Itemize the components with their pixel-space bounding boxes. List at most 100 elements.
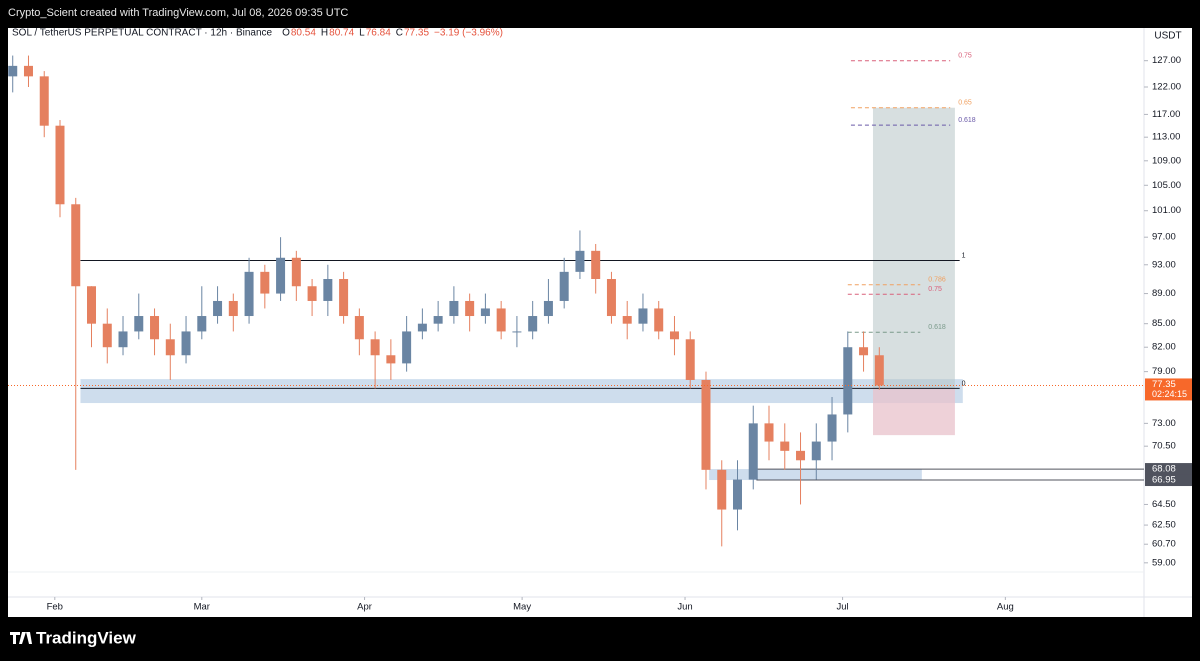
candle-body — [796, 450, 806, 461]
candle-body — [339, 279, 349, 317]
y-tick-label: 101.00 — [1152, 205, 1181, 216]
candle-body — [307, 286, 317, 301]
candle-body — [228, 300, 238, 317]
level-label: 0 — [962, 380, 966, 387]
countdown: 02:24:15 — [1152, 389, 1187, 399]
legend-value: 80.54 — [291, 28, 316, 39]
y-tick-label: 79.00 — [1152, 366, 1176, 377]
candle-body — [843, 347, 853, 415]
candle-body — [559, 271, 569, 301]
fib-label: 0.75 — [958, 53, 972, 60]
last-price-box — [1145, 378, 1192, 401]
position-target — [872, 107, 955, 389]
legend-key: O — [282, 28, 290, 39]
candle-body — [402, 331, 412, 364]
zone — [709, 469, 922, 481]
y-tick-label: 97.00 — [1152, 232, 1176, 243]
candle-body — [323, 279, 333, 301]
currency: USDT — [1154, 31, 1181, 42]
candle-body — [465, 300, 475, 317]
y-tick-label: 89.00 — [1152, 288, 1176, 299]
candle-body — [370, 339, 380, 356]
candle-body — [291, 257, 301, 287]
x-tick-label: Aug — [997, 602, 1014, 613]
y-tick-label: 127.00 — [1152, 55, 1181, 66]
fib-label: 0.786 — [928, 277, 946, 284]
legend-change: −3.19 (−3.96%) — [434, 28, 503, 39]
candle-body — [354, 316, 364, 340]
legend-key: C — [396, 28, 403, 39]
y-tick-label: 117.00 — [1152, 109, 1180, 120]
candle-body — [701, 379, 711, 470]
candle-body — [449, 300, 459, 317]
level-label: 1 — [962, 252, 966, 259]
y-tick-label: 73.00 — [1152, 418, 1176, 429]
legend-key: L — [359, 28, 365, 39]
candle-body — [748, 423, 758, 480]
candle-body — [213, 300, 223, 317]
candle-body — [197, 316, 207, 332]
x-tick-label: Jul — [837, 602, 849, 613]
candle-body — [622, 316, 632, 324]
candle-body — [827, 414, 837, 442]
candle-body — [480, 308, 490, 317]
y-tick-label: 60.70 — [1152, 539, 1176, 550]
y-tick-label: 122.00 — [1152, 82, 1181, 93]
legend-key: H — [321, 28, 328, 39]
y-tick-label: 109.00 — [1152, 155, 1181, 166]
symbol-title: SOL / TetherUS PERPETUAL CONTRACT · 12h … — [12, 28, 273, 39]
fib-label: 0.618 — [958, 117, 976, 124]
y-tick-label: 59.00 — [1152, 557, 1176, 568]
x-tick-label: Mar — [194, 602, 210, 613]
candle-body — [606, 279, 616, 317]
candle-body — [417, 323, 427, 332]
y-tick-label: 105.00 — [1152, 180, 1181, 191]
candle-body — [134, 316, 144, 332]
candle-body — [512, 331, 522, 333]
y-tick-label: 70.50 — [1152, 441, 1176, 452]
fib-label: 0.618 — [928, 324, 946, 331]
legend-value: 77.35 — [404, 28, 429, 39]
y-tick-label: 113.00 — [1152, 132, 1180, 143]
candle-body — [386, 355, 396, 364]
candle-body — [433, 316, 443, 324]
candle-body — [8, 65, 18, 77]
candle-body — [55, 125, 65, 205]
tv-logo — [10, 632, 32, 644]
candle-body — [181, 331, 191, 356]
candle-body — [874, 355, 884, 386]
y-tick-label: 85.00 — [1152, 318, 1176, 329]
candle-body — [638, 308, 648, 324]
candle-body — [23, 65, 33, 77]
x-tick-label: Feb — [47, 602, 63, 613]
candle-body — [102, 323, 112, 348]
ohlc-legend: O 80.54 H 80.74 L 76.84 C 77.35 −3.19 (−3.96%) — [282, 28, 503, 39]
level-price-box — [1145, 463, 1192, 476]
position-stop — [872, 388, 955, 436]
y-tick-label: 93.00 — [1152, 259, 1176, 270]
candle-body — [780, 441, 790, 451]
level-price-label: 66.95 — [1152, 475, 1176, 486]
candle-body — [543, 300, 553, 317]
legend-value: 80.74 — [329, 28, 354, 39]
level-price-label: 68.08 — [1152, 464, 1176, 475]
candle-body — [118, 331, 128, 348]
candle-body — [654, 308, 664, 332]
brand: TradingView — [36, 628, 137, 647]
candle-body — [165, 339, 175, 356]
candle-body — [260, 271, 270, 294]
candle-body — [859, 347, 869, 356]
candle-body — [732, 479, 742, 510]
candle-body — [669, 331, 679, 340]
candle-body — [244, 271, 254, 317]
candle-body — [150, 316, 160, 340]
candle-body — [685, 339, 695, 380]
y-tick-label: 64.50 — [1152, 499, 1176, 510]
candle-body — [717, 469, 727, 510]
candle-body — [87, 286, 97, 324]
candle-body — [39, 76, 49, 126]
level-price-box — [1145, 474, 1192, 487]
watermark: Crypto_Scient created with TradingView.c… — [8, 7, 348, 19]
y-tick-label: 82.00 — [1152, 342, 1176, 353]
